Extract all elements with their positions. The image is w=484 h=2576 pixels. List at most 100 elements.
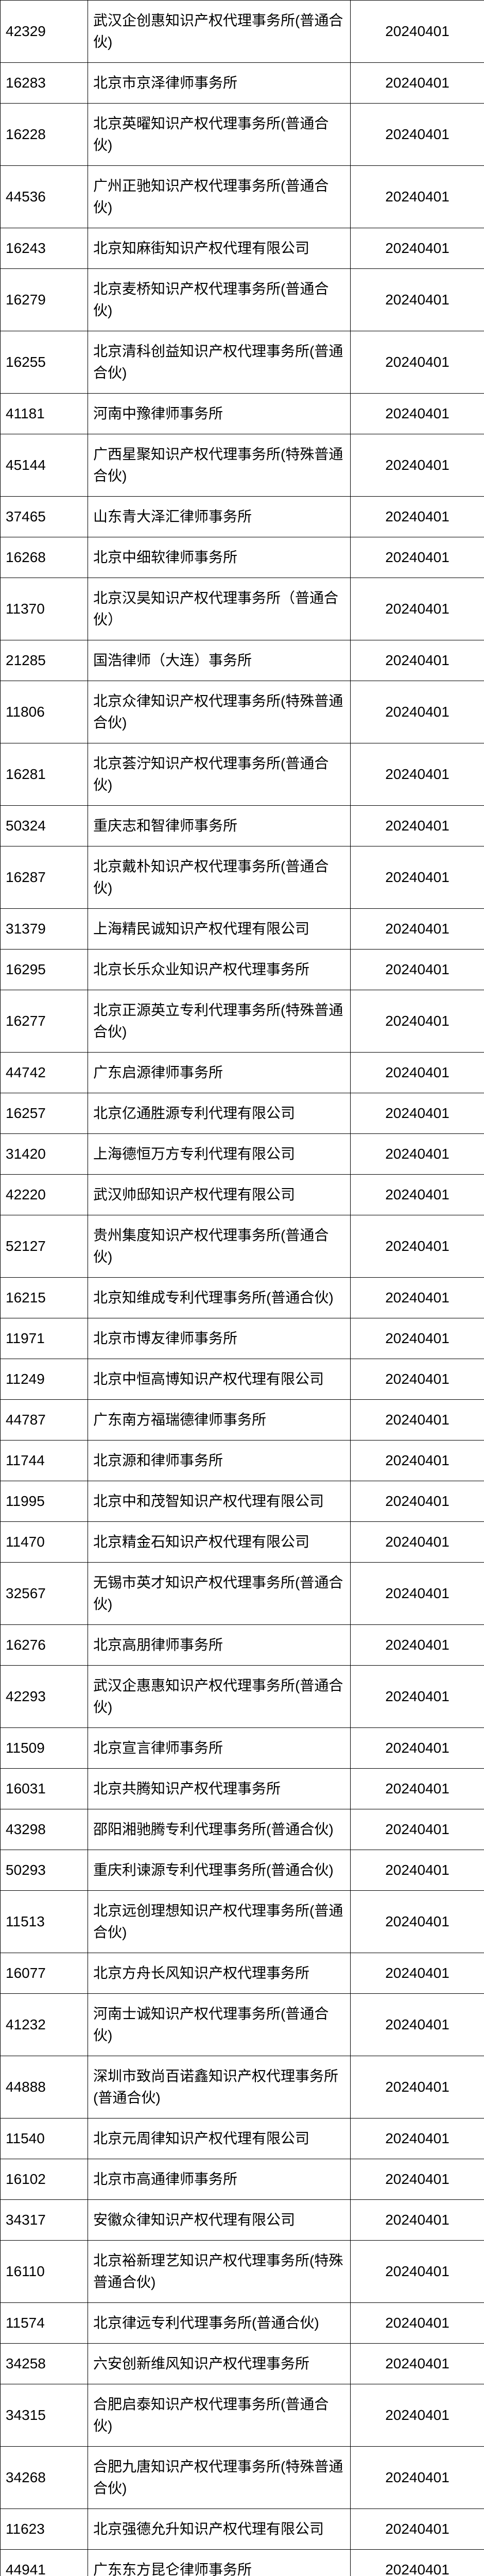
- cell-name: 北京中细软律师事务所: [88, 537, 351, 578]
- cell-id: 16228: [1, 104, 88, 166]
- cell-name: 武汉企创惠知识产权代理事务所(普通合伙): [88, 1, 351, 63]
- cell-name: 广西星聚知识产权代理事务所(特殊普通合伙): [88, 434, 351, 497]
- cell-id: 11995: [1, 1481, 88, 1522]
- cell-name: 广东启源律师事务所: [88, 1053, 351, 1093]
- cell-id: 16110: [1, 2241, 88, 2303]
- table-row: 44941广东东方昆仑律师事务所20240401: [1, 2550, 484, 2576]
- table-row: 16287北京戴朴知识产权代理事务所(普通合伙)20240401: [1, 846, 484, 909]
- cell-date: 20240401: [351, 1769, 484, 1809]
- cell-id: 41181: [1, 394, 88, 434]
- cell-id: 31379: [1, 909, 88, 950]
- cell-date: 20240401: [351, 1481, 484, 1522]
- cell-id: 11249: [1, 1359, 88, 1400]
- table-row: 16243北京知麻街知识产权代理有限公司20240401: [1, 228, 484, 269]
- cell-name: 北京源和律师事务所: [88, 1440, 351, 1481]
- cell-date: 20240401: [351, 1809, 484, 1850]
- cell-date: 20240401: [351, 537, 484, 578]
- cell-id: 16102: [1, 2159, 88, 2200]
- table-row: 21285国浩律师（大连）事务所20240401: [1, 640, 484, 681]
- cell-name: 北京共腾知识产权代理事务所: [88, 1769, 351, 1809]
- cell-id: 16243: [1, 228, 88, 269]
- cell-date: 20240401: [351, 63, 484, 104]
- cell-date: 20240401: [351, 1093, 484, 1134]
- table-row: 32567无锡市英才知识产权代理事务所(普通合伙)20240401: [1, 1563, 484, 1625]
- cell-name: 山东青大泽汇律师事务所: [88, 497, 351, 537]
- cell-name: 北京汉昊知识产权代理事务所（普通合伙）: [88, 578, 351, 640]
- cell-name: 六安创新维风知识产权代理事务所: [88, 2344, 351, 2384]
- cell-date: 20240401: [351, 1318, 484, 1359]
- cell-id: 21285: [1, 640, 88, 681]
- cell-id: 44888: [1, 2056, 88, 2119]
- table-row: 31379上海精民诚知识产权代理有限公司20240401: [1, 909, 484, 950]
- cell-name: 北京亿通胜源专利代理有限公司: [88, 1093, 351, 1134]
- cell-name: 北京方舟长风知识产权代理事务所: [88, 1953, 351, 1994]
- cell-id: 16276: [1, 1625, 88, 1666]
- table-row: 44536广州正驰知识产权代理事务所(普通合伙)20240401: [1, 166, 484, 228]
- cell-date: 20240401: [351, 1134, 484, 1175]
- cell-date: 20240401: [351, 394, 484, 434]
- cell-id: 11971: [1, 1318, 88, 1359]
- cell-name: 北京强德允升知识产权代理有限公司: [88, 2509, 351, 2550]
- cell-name: 北京英曜知识产权代理事务所(普通合伙): [88, 104, 351, 166]
- cell-name: 合肥启泰知识产权代理事务所(普通合伙): [88, 2384, 351, 2447]
- cell-name: 河南士诚知识产权代理事务所(普通合伙): [88, 1994, 351, 2056]
- cell-id: 44941: [1, 2550, 88, 2576]
- cell-name: 重庆利谏源专利代理事务所(普通合伙): [88, 1850, 351, 1891]
- cell-name: 广东南方福瑞德律师事务所: [88, 1400, 351, 1440]
- cell-id: 43298: [1, 1809, 88, 1850]
- table-row: 44888深圳市致尚百诺鑫知识产权代理事务所(普通合伙)20240401: [1, 2056, 484, 2119]
- cell-id: 11806: [1, 681, 88, 743]
- cell-id: 16277: [1, 990, 88, 1053]
- cell-date: 20240401: [351, 2550, 484, 2576]
- cell-date: 20240401: [351, 331, 484, 394]
- cell-date: 20240401: [351, 1625, 484, 1666]
- cell-date: 20240401: [351, 1278, 484, 1318]
- table-row: 16102北京市高通律师事务所20240401: [1, 2159, 484, 2200]
- table-body: 42329武汉企创惠知识产权代理事务所(普通合伙)2024040116283北京…: [1, 1, 484, 2576]
- cell-name: 河南中豫律师事务所: [88, 394, 351, 434]
- table-row: 41181河南中豫律师事务所20240401: [1, 394, 484, 434]
- table-row: 34317安徽众律知识产权代理有限公司20240401: [1, 2200, 484, 2241]
- cell-name: 国浩律师（大连）事务所: [88, 640, 351, 681]
- table-row: 11370北京汉昊知识产权代理事务所（普通合伙）20240401: [1, 578, 484, 640]
- cell-date: 20240401: [351, 1994, 484, 2056]
- cell-id: 11540: [1, 2119, 88, 2159]
- cell-date: 20240401: [351, 2303, 484, 2344]
- cell-name: 北京精金石知识产权代理有限公司: [88, 1522, 351, 1563]
- table-row: 50324重庆志和智律师事务所20240401: [1, 806, 484, 846]
- cell-date: 20240401: [351, 2344, 484, 2384]
- table-row: 11513北京远创理想知识产权代理事务所(普通合伙)20240401: [1, 1891, 484, 1953]
- cell-name: 北京宣言律师事务所: [88, 1728, 351, 1769]
- cell-id: 16255: [1, 331, 88, 394]
- cell-id: 42220: [1, 1175, 88, 1215]
- cell-name: 安徽众律知识产权代理有限公司: [88, 2200, 351, 2241]
- cell-date: 20240401: [351, 2241, 484, 2303]
- table-row: 16268北京中细软律师事务所20240401: [1, 537, 484, 578]
- table-row: 11540北京元周律知识产权代理有限公司20240401: [1, 2119, 484, 2159]
- cell-name: 上海德恒万方专利代理有限公司: [88, 1134, 351, 1175]
- table-row: 52127贵州集度知识产权代理事务所(普通合伙)20240401: [1, 1215, 484, 1278]
- cell-id: 11744: [1, 1440, 88, 1481]
- cell-date: 20240401: [351, 681, 484, 743]
- table-row: 44742广东启源律师事务所20240401: [1, 1053, 484, 1093]
- cell-date: 20240401: [351, 1, 484, 63]
- cell-name: 北京律远专利代理事务所(普通合伙): [88, 2303, 351, 2344]
- table-row: 16110北京裕新理艺知识产权代理事务所(特殊普通合伙)20240401: [1, 2241, 484, 2303]
- cell-id: 16287: [1, 846, 88, 909]
- cell-name: 北京正源英立专利代理事务所(特殊普通合伙): [88, 990, 351, 1053]
- cell-id: 45144: [1, 434, 88, 497]
- cell-name: 北京市高通律师事务所: [88, 2159, 351, 2200]
- cell-id: 34268: [1, 2447, 88, 2509]
- cell-id: 42329: [1, 1, 88, 63]
- table-row: 11744北京源和律师事务所20240401: [1, 1440, 484, 1481]
- cell-name: 北京麦桥知识产权代理事务所(普通合伙): [88, 269, 351, 331]
- table-row: 11470北京精金石知识产权代理有限公司20240401: [1, 1522, 484, 1563]
- cell-id: 11509: [1, 1728, 88, 1769]
- cell-date: 20240401: [351, 2447, 484, 2509]
- cell-date: 20240401: [351, 1522, 484, 1563]
- cell-name: 北京市博友律师事务所: [88, 1318, 351, 1359]
- cell-date: 20240401: [351, 269, 484, 331]
- cell-date: 20240401: [351, 846, 484, 909]
- table-row: 43298邵阳湘驰腾专利代理事务所(普通合伙)20240401: [1, 1809, 484, 1850]
- cell-date: 20240401: [351, 104, 484, 166]
